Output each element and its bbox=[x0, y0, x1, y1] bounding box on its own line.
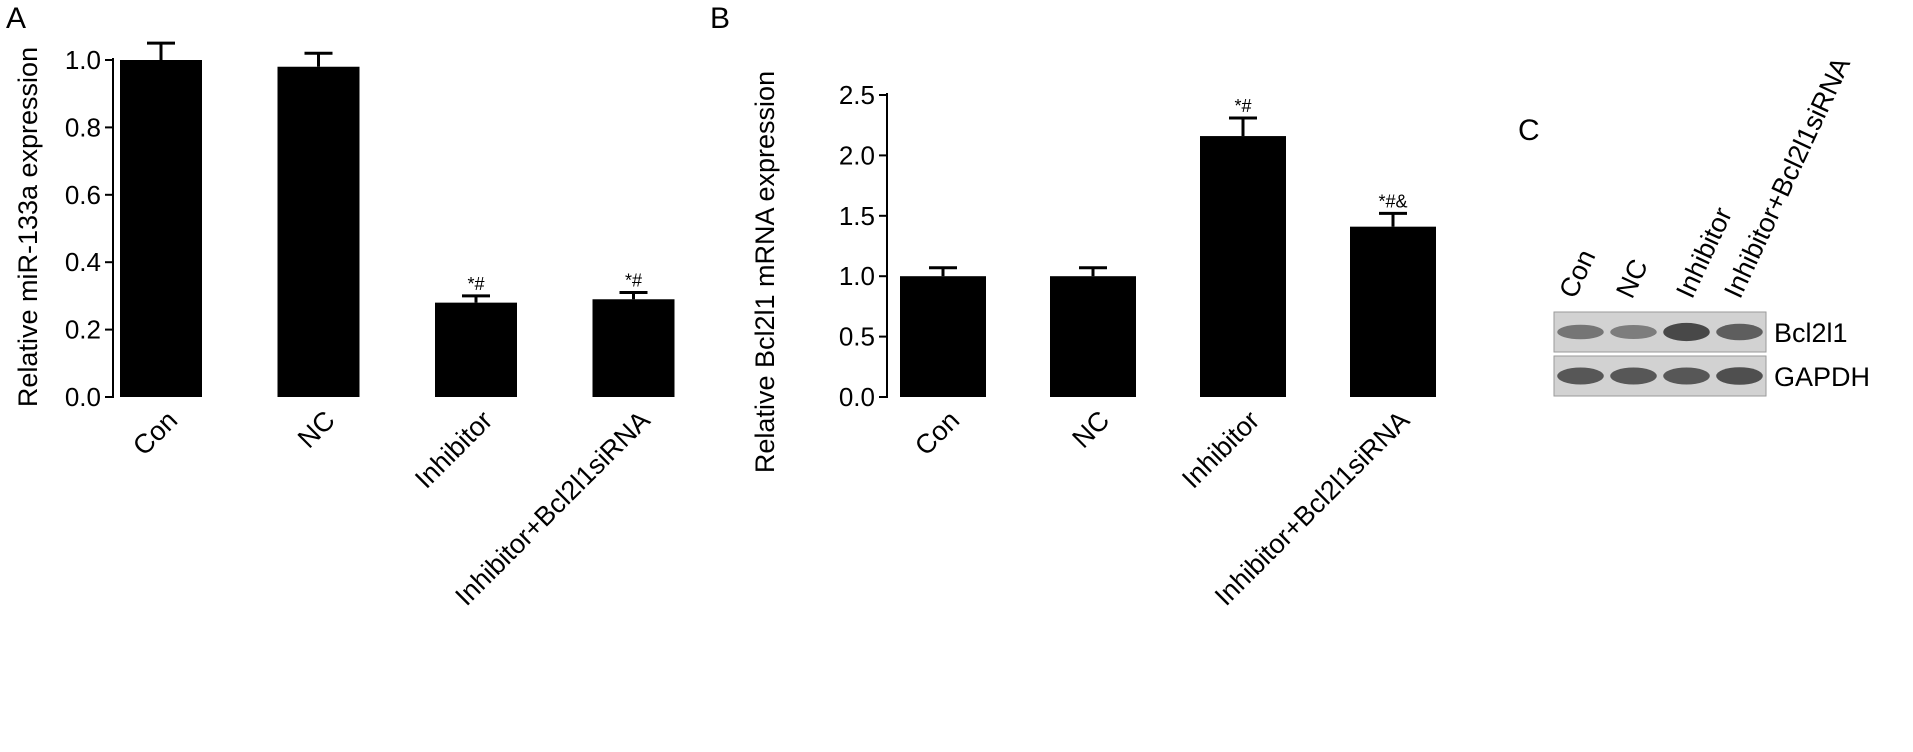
category-label: Inhibitor bbox=[409, 405, 498, 494]
bar bbox=[592, 299, 675, 397]
significance-label: *# bbox=[467, 274, 484, 294]
category-label: NC bbox=[292, 405, 341, 454]
y-tick-label: 2.5 bbox=[839, 80, 875, 110]
category-label: Con bbox=[127, 405, 183, 461]
blot-lane-label: Inhibitor+Bcl2l1siRNA bbox=[1718, 53, 1856, 303]
y-tick-label: 0.5 bbox=[839, 322, 875, 352]
blot-row-label: Bcl2l1 bbox=[1774, 318, 1848, 348]
bar bbox=[277, 66, 360, 398]
bar bbox=[1350, 226, 1436, 397]
bar bbox=[1200, 136, 1286, 397]
y-tick-label: 1.5 bbox=[839, 201, 875, 231]
panel-b-chart: B Relative Bcl2l1 mRNA expression 0.0 0.5… bbox=[710, 2, 1436, 611]
blot-band bbox=[1610, 367, 1657, 385]
y-tick-label: 0.4 bbox=[65, 247, 101, 277]
significance-label: *#& bbox=[1378, 191, 1407, 211]
panel-b-y-ticks: 0.0 0.5 1.0 1.5 2.0 2.5 bbox=[839, 80, 888, 412]
blot-rows: Bcl2l1 GAPDH bbox=[1553, 311, 1870, 397]
blot-row-label: GAPDH bbox=[1774, 362, 1870, 392]
y-tick-label: 0.0 bbox=[65, 382, 101, 412]
blot-band bbox=[1663, 367, 1710, 385]
panel-b-y-axis-label: Relative Bcl2l1 mRNA expression bbox=[750, 71, 780, 473]
bar bbox=[900, 276, 986, 397]
significance-label: *# bbox=[1234, 96, 1251, 116]
panel-b-bars: *# *#& bbox=[900, 96, 1436, 397]
bar bbox=[120, 60, 202, 397]
blot-band bbox=[1716, 367, 1763, 385]
category-label: NC bbox=[1066, 405, 1115, 454]
blot-band bbox=[1557, 324, 1604, 340]
y-tick-label: 0.8 bbox=[65, 112, 101, 142]
blot-band bbox=[1557, 367, 1604, 385]
y-tick-label: 2.0 bbox=[839, 140, 875, 170]
panel-a-letter: A bbox=[6, 2, 26, 35]
panel-b-letter: B bbox=[710, 2, 730, 35]
y-tick-label: 0.0 bbox=[839, 382, 875, 412]
blot-lane-label: NC bbox=[1610, 255, 1654, 303]
blot-band bbox=[1663, 322, 1710, 342]
panel-a-y-ticks: 0.0 0.2 0.4 0.6 0.8 1.0 bbox=[65, 45, 114, 412]
y-tick-label: 0.2 bbox=[65, 315, 101, 345]
panel-c-letter: C bbox=[1518, 114, 1540, 147]
blot-band bbox=[1610, 325, 1657, 339]
bar bbox=[435, 302, 517, 397]
category-label: Inhibitor bbox=[1176, 405, 1265, 494]
category-label: Con bbox=[909, 405, 965, 461]
blot-band bbox=[1716, 323, 1763, 341]
significance-label: *# bbox=[625, 271, 642, 291]
panel-a-chart: A Relative miR-133a expression 0.0 0.2 0.4… bbox=[6, 2, 675, 611]
y-tick-label: 0.6 bbox=[65, 180, 101, 210]
y-tick-label: 1.0 bbox=[839, 261, 875, 291]
bar bbox=[1050, 276, 1136, 397]
panel-a-y-axis-label: Relative miR-133a expression bbox=[13, 47, 43, 407]
panel-a-bars: *# *# bbox=[120, 41, 675, 398]
y-tick-label: 1.0 bbox=[65, 45, 101, 75]
blot-lane-label: Con bbox=[1553, 245, 1601, 303]
